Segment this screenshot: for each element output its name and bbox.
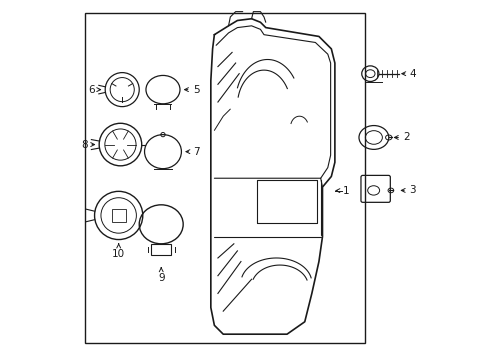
Text: 10: 10 (112, 249, 125, 259)
Text: 4: 4 (408, 69, 415, 79)
Text: 9: 9 (158, 273, 164, 283)
Text: 5: 5 (192, 85, 199, 95)
Bar (151, 244, 171, 255)
Text: 2: 2 (403, 132, 409, 143)
Text: 6: 6 (88, 85, 94, 95)
Text: 7: 7 (193, 147, 200, 157)
Text: 8: 8 (81, 140, 87, 149)
Bar (85, 13, 364, 343)
Text: 1: 1 (343, 186, 349, 195)
Text: 3: 3 (408, 185, 415, 195)
Bar (111, 209, 125, 222)
